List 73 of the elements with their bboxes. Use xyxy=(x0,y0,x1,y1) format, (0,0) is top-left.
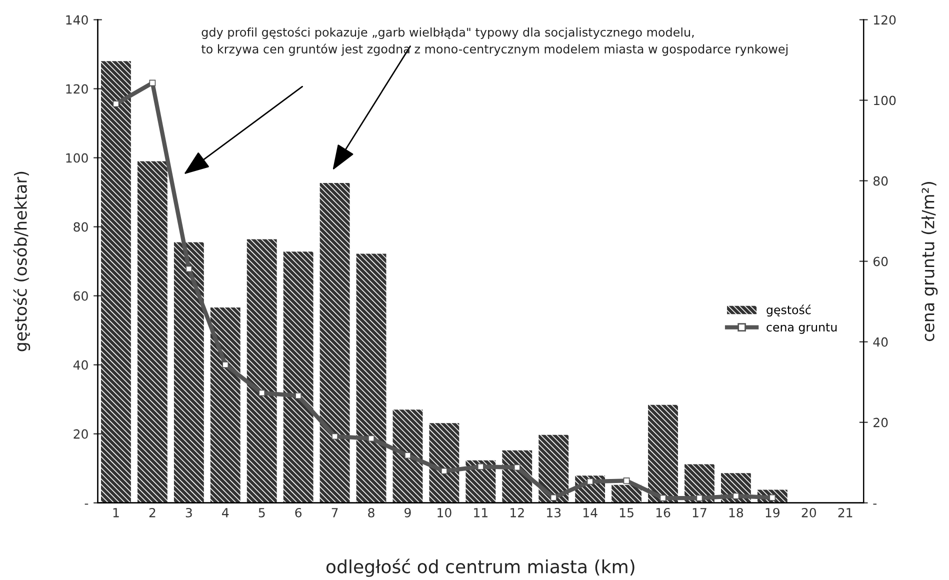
bar xyxy=(429,423,460,503)
y-tick-label: 20 xyxy=(74,429,88,439)
y-tick-label: 60 xyxy=(74,291,88,301)
point xyxy=(660,494,666,502)
x-tick-label: 20 xyxy=(802,508,816,518)
x-tick-label: 17 xyxy=(692,508,706,518)
y2-tick-label: 60 xyxy=(873,256,888,266)
x-axis-title: odległość od centrum miasta (km) xyxy=(326,558,634,577)
point xyxy=(586,478,594,485)
bar xyxy=(648,404,678,503)
bar xyxy=(283,252,314,503)
bar xyxy=(392,410,423,503)
x-tick-label: 18 xyxy=(729,508,744,518)
point xyxy=(477,463,484,470)
bar xyxy=(612,484,642,503)
x-tick-label: 3 xyxy=(186,508,192,518)
y2-tick-label: 20 xyxy=(874,418,888,428)
x-tick-label: 13 xyxy=(547,508,561,518)
y2-tick-label: 100 xyxy=(874,96,896,106)
x-tick-label: 10 xyxy=(438,508,452,518)
x-tick-label: 2 xyxy=(149,508,156,518)
x-tick-label: 19 xyxy=(766,508,780,518)
point xyxy=(623,478,630,484)
point xyxy=(404,452,411,459)
y2-tick-label: 80 xyxy=(873,176,888,186)
point xyxy=(368,435,374,442)
x-tick-label: 7 xyxy=(332,508,338,518)
y-tick-label: 120 xyxy=(66,84,88,94)
point xyxy=(295,392,302,399)
bar xyxy=(538,434,569,503)
x-tick-label: 4 xyxy=(222,508,229,518)
x-tick-label: 15 xyxy=(620,508,634,518)
point xyxy=(258,390,266,396)
point xyxy=(112,100,120,108)
x-tick-label: 14 xyxy=(583,508,598,518)
point xyxy=(332,433,338,440)
x-tick-label: 9 xyxy=(404,508,411,518)
y2-axis-title: cena gruntu (zł/m²) xyxy=(921,182,938,342)
x-tick-label: 21 xyxy=(838,508,852,518)
point xyxy=(732,492,740,500)
point xyxy=(441,468,448,474)
bar xyxy=(101,61,131,503)
bar xyxy=(356,254,386,503)
x-tick-label: 8 xyxy=(368,508,374,518)
x-tick-label: 5 xyxy=(258,508,265,518)
y-tick-label: - xyxy=(84,504,88,505)
point xyxy=(149,80,156,86)
legend-label: cena gruntu xyxy=(766,323,837,334)
x-tick-label: 6 xyxy=(295,508,302,518)
point xyxy=(514,464,520,471)
bar xyxy=(210,308,240,503)
y-tick-label: 80 xyxy=(74,222,88,232)
bar xyxy=(320,182,350,503)
y-axis-title: gęstość (osób/hektar) xyxy=(13,172,30,352)
bar xyxy=(246,239,277,503)
x-tick-label: 16 xyxy=(656,508,670,518)
x-tick-label: 11 xyxy=(474,508,488,518)
point xyxy=(696,494,703,502)
y2-tick-label: - xyxy=(873,504,877,505)
x-tick-label: 1 xyxy=(113,508,119,518)
point xyxy=(222,362,229,368)
y-tick-label: 140 xyxy=(66,15,88,25)
x-tick-label: 12 xyxy=(510,508,524,518)
bar xyxy=(174,242,204,503)
y2-tick-label: 40 xyxy=(873,337,888,347)
bar xyxy=(138,161,168,503)
y-tick-label: 40 xyxy=(73,360,88,370)
legend-label: gęstość xyxy=(766,304,811,317)
y-tick-label: 100 xyxy=(66,153,88,163)
y2-tick-label: 120 xyxy=(874,15,896,25)
point xyxy=(186,266,192,272)
point xyxy=(550,494,557,501)
point xyxy=(769,494,776,501)
